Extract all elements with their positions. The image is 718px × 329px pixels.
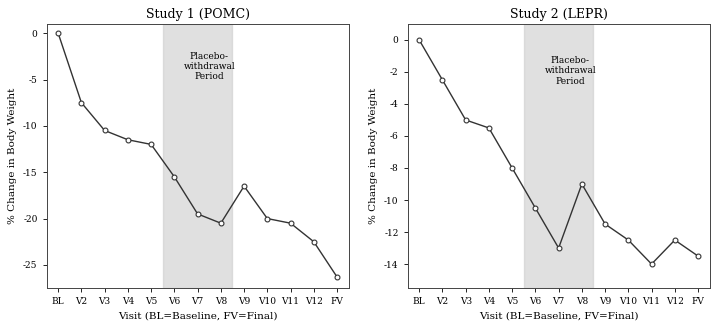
Y-axis label: % Change in Body Weight: % Change in Body Weight <box>370 88 378 224</box>
Bar <box>523 24 594 288</box>
X-axis label: Visit (BL=Baseline, FV=Final): Visit (BL=Baseline, FV=Final) <box>118 312 277 321</box>
Text: Placebo-
withdrawal
Period: Placebo- withdrawal Period <box>183 52 235 82</box>
X-axis label: Visit (BL=Baseline, FV=Final): Visit (BL=Baseline, FV=Final) <box>479 312 638 321</box>
Title: Study 2 (LEPR): Study 2 (LEPR) <box>510 8 607 21</box>
Title: Study 1 (POMC): Study 1 (POMC) <box>146 8 250 21</box>
Y-axis label: % Change in Body Weight: % Change in Body Weight <box>9 88 17 224</box>
Bar <box>163 24 233 288</box>
Text: Placebo-
withdrawal
Period: Placebo- withdrawal Period <box>544 56 596 86</box>
